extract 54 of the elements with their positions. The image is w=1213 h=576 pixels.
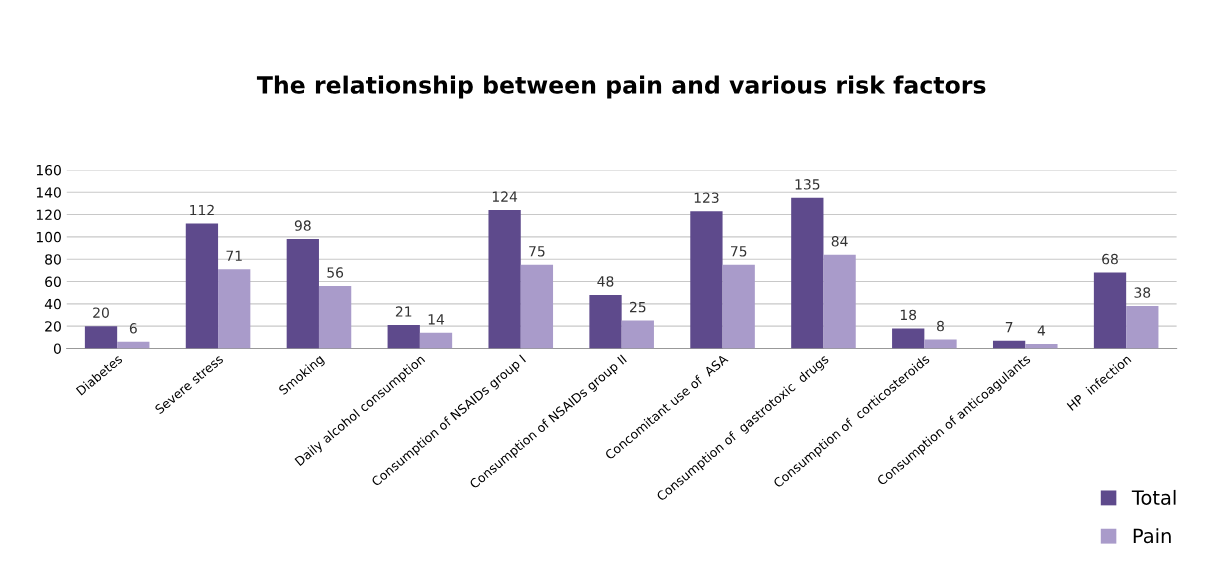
bar <box>520 264 554 349</box>
data-label: 20 <box>93 307 109 318</box>
y-tick-label: 80 <box>45 254 61 265</box>
bar <box>823 254 856 349</box>
bar <box>488 210 521 349</box>
data-label: 98 <box>294 220 311 231</box>
data-label: 75 <box>529 246 545 257</box>
y-tick-label: 120 <box>36 209 61 221</box>
y-tick-label: 100 <box>36 231 61 243</box>
bar <box>185 223 219 349</box>
data-label: 6 <box>129 323 137 334</box>
legend-label: Pain <box>1133 528 1171 544</box>
data-label: 4 <box>1037 325 1046 336</box>
data-label: 112 <box>190 204 214 216</box>
y-tick-label: 140 <box>36 187 61 198</box>
y-tick-label: 0 <box>53 343 61 354</box>
data-label: 14 <box>428 314 445 325</box>
bar <box>218 269 251 349</box>
data-label: 123 <box>694 192 719 203</box>
data-label: 8 <box>937 320 944 332</box>
y-tick-label: 60 <box>45 276 61 287</box>
bar <box>690 211 723 349</box>
bar <box>318 285 352 349</box>
data-label: 18 <box>900 309 917 321</box>
bar <box>621 320 654 349</box>
bar <box>1126 306 1159 349</box>
data-label: 7 <box>1005 322 1013 333</box>
bar <box>419 332 453 349</box>
bar <box>924 339 957 349</box>
y-tick-label: 160 <box>36 164 61 176</box>
bar <box>791 197 824 349</box>
data-label: 71 <box>226 250 242 261</box>
bar <box>589 294 622 349</box>
data-label: 25 <box>629 301 646 313</box>
bar <box>84 326 118 349</box>
y-tick-label: 20 <box>45 321 61 332</box>
data-label: 56 <box>327 267 344 278</box>
y-tick-label: 40 <box>44 298 61 310</box>
data-label: 68 <box>1102 253 1118 265</box>
legend-label: Total <box>1131 489 1176 505</box>
chart-title: The relationship between pain and various risk factors <box>256 75 986 99</box>
bar <box>892 328 925 349</box>
data-label: 84 <box>831 235 848 247</box>
data-label: 135 <box>795 179 820 190</box>
data-label: 124 <box>492 191 518 202</box>
data-label: 75 <box>731 246 747 257</box>
bar <box>387 325 420 349</box>
data-label: 38 <box>1134 287 1151 298</box>
data-label: 21 <box>395 306 412 317</box>
bar <box>286 239 319 349</box>
data-label: 48 <box>597 276 614 287</box>
bar <box>722 264 755 349</box>
bar <box>1025 344 1058 349</box>
bar <box>1093 272 1127 349</box>
